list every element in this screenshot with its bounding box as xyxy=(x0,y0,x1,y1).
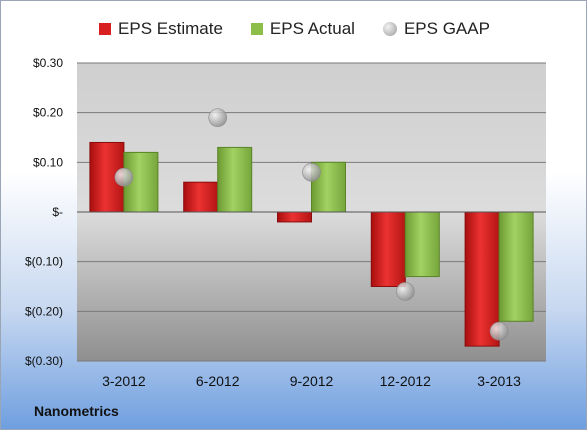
legend-swatch-gaap xyxy=(382,22,397,36)
legend-swatch-actual xyxy=(250,23,263,35)
estimate-bar xyxy=(277,211,312,223)
x-tick-label: 3-2013 xyxy=(477,373,521,389)
gaap-marker-layer xyxy=(114,108,509,341)
legend-item-actual: EPS Actual xyxy=(250,19,355,39)
estimate-bar xyxy=(183,181,219,213)
gaap-marker xyxy=(114,167,134,187)
legend-label-estimate: EPS Estimate xyxy=(118,19,223,38)
y-tick-label: $0.30 xyxy=(33,56,63,70)
x-tick-label: 3-2012 xyxy=(102,373,146,389)
legend-item-estimate: EPS Estimate xyxy=(99,19,223,39)
y-axis-ticks: $0.30 $0.20 $0.10 $- $(0.10) $(0.20) $(0.30) xyxy=(25,56,63,368)
y-tick-label: $(0.20) xyxy=(25,304,63,318)
y-tick-label: $- xyxy=(52,205,63,219)
gaap-marker xyxy=(395,282,415,301)
legend-item-gaap: EPS GAAP xyxy=(382,19,490,39)
legend-swatch-estimate xyxy=(99,23,112,35)
y-tick-label: $0.20 xyxy=(33,106,63,120)
actual-bar xyxy=(404,211,440,278)
actual-bar xyxy=(217,146,253,213)
x-axis-ticks: 3-2012 6-2012 9-2012 12-2012 3-2013 xyxy=(102,373,521,389)
x-tick-label: 6-2012 xyxy=(196,373,240,389)
x-tick-label: 9-2012 xyxy=(290,373,334,389)
gaap-marker xyxy=(208,108,227,127)
company-name: Nanometrics xyxy=(34,403,119,419)
estimate-bar xyxy=(464,211,500,347)
y-tick-label: $(0.30) xyxy=(25,354,63,368)
estimate-bar xyxy=(370,211,406,287)
y-tick-label: $0.10 xyxy=(33,155,63,169)
bar-layer xyxy=(77,141,546,347)
gaap-marker xyxy=(302,162,321,182)
legend-label-gaap: EPS GAAP xyxy=(403,19,490,38)
legend-label-actual: EPS Actual xyxy=(269,19,355,38)
legend: EPS Estimate EPS Actual EPS GAAP xyxy=(1,19,586,39)
x-tick-label: 12-2012 xyxy=(380,373,432,389)
y-tick-label: $(0.10) xyxy=(25,255,63,269)
actual-bar xyxy=(498,211,534,322)
gaap-marker xyxy=(489,321,509,341)
